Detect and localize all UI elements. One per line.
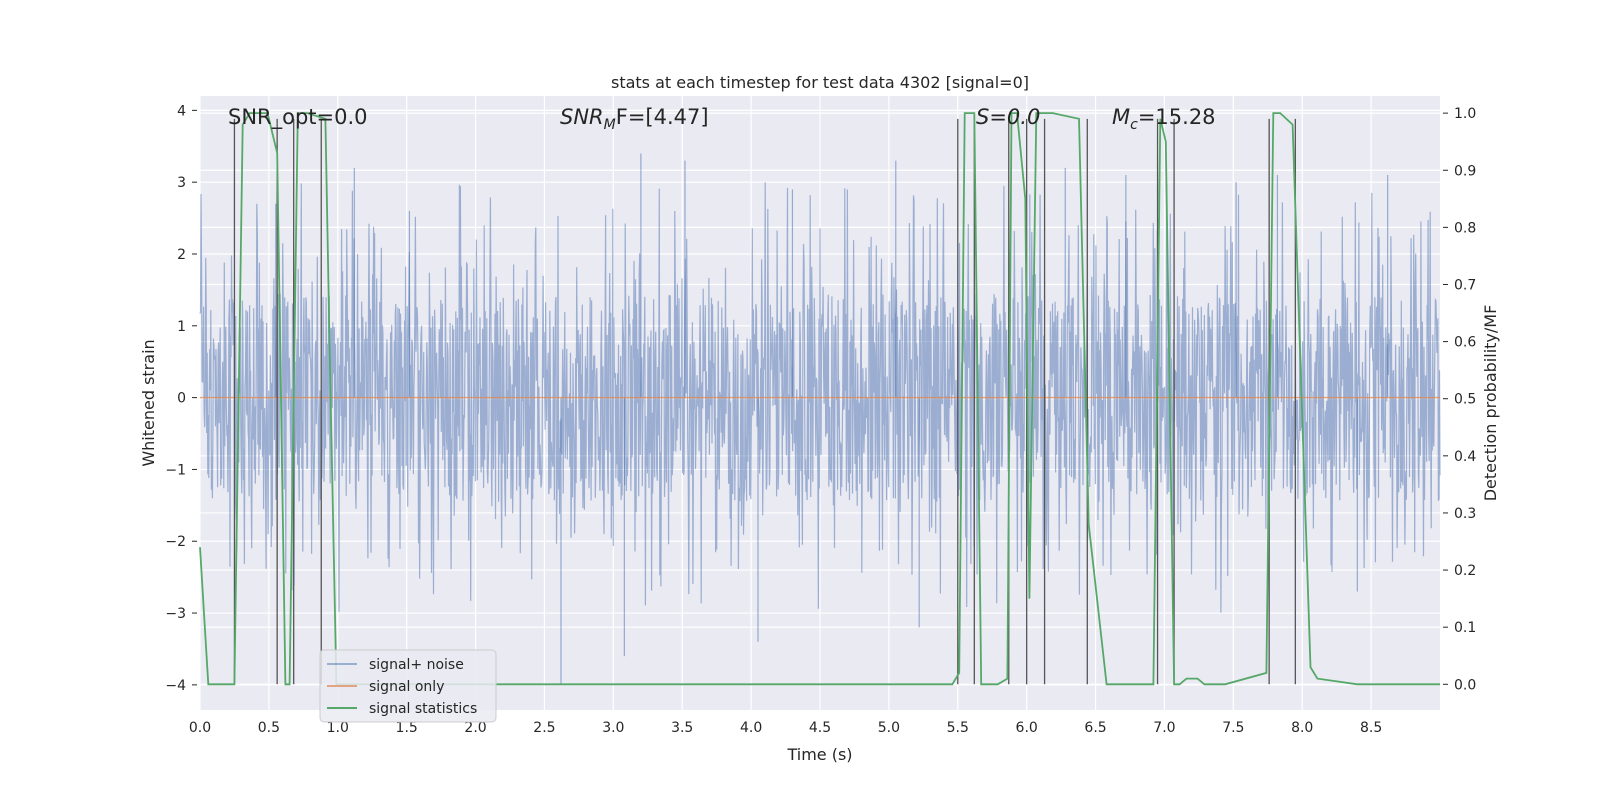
x-tick-4: 2.0 <box>464 720 486 736</box>
noise-line <box>199 182 1441 613</box>
signal-statistics-line <box>199 112 1440 686</box>
annotation-snr-mf-sub: M <box>604 117 616 133</box>
annotation-snr-mf: SNRMF=[4.47] <box>560 105 709 133</box>
annotation-mc-sub: c <box>1130 117 1138 133</box>
x-tick-14: 7.0 <box>1153 720 1175 736</box>
y-tick-2: 2 <box>177 247 186 263</box>
y-tick-3: 1 <box>177 319 186 335</box>
x-tick-7: 3.5 <box>671 720 693 736</box>
x-tick-15: 7.5 <box>1222 720 1244 736</box>
y-tick-4: 0 <box>177 391 186 407</box>
x-tick-9: 4.5 <box>809 720 831 736</box>
y-right-tick-labels: 1.0 0.9 0.8 0.7 0.6 0.5 0.4 0.3 0.2 0.1 0.0 <box>1443 106 1476 693</box>
legend-box <box>319 649 497 723</box>
y-tick-0: 4 <box>177 103 186 119</box>
y-tick-1: 3 <box>177 175 186 191</box>
y-tick-6: −2 <box>165 534 186 550</box>
x-tick-10: 5.0 <box>878 720 900 736</box>
x-tick-0: 0.0 <box>189 720 211 736</box>
annotation-snr-mf-main: SNR <box>560 105 604 129</box>
y-right-tick-7: 0.3 <box>1454 506 1476 522</box>
y-right-axis-label: Detection probability/MF <box>1481 305 1500 502</box>
y-right-tick-1: 0.9 <box>1454 163 1476 179</box>
legend: signal+ noise signal only signal statist… <box>319 649 497 723</box>
legend-label-stats: signal statistics <box>369 701 477 717</box>
annotation-snr-mf-rest: F=[4.47] <box>616 105 709 129</box>
y-right-tick-6: 0.4 <box>1454 449 1476 465</box>
x-tick-12: 6.0 <box>1016 720 1038 736</box>
x-tick-17: 8.5 <box>1360 720 1382 736</box>
x-tick-8: 4.0 <box>740 720 762 736</box>
x-tick-5: 2.5 <box>533 720 555 736</box>
annotation-mc-rest: =15.28 <box>1138 105 1216 129</box>
y-right-tick-8: 0.2 <box>1454 563 1476 579</box>
signal-statistics-series <box>199 112 1440 686</box>
x-tick-6: 3.0 <box>602 720 624 736</box>
x-tick-16: 8.0 <box>1291 720 1313 736</box>
x-tick-11: 5.5 <box>947 720 969 736</box>
x-tick-1: 0.5 <box>258 720 280 736</box>
annotation-mc-main: M <box>1112 105 1130 129</box>
annotation-s: S=0.0 <box>976 105 1040 129</box>
detection-markers <box>233 118 1296 685</box>
y-right-tick-5: 0.5 <box>1454 392 1476 408</box>
y-tick-8: −4 <box>165 678 186 694</box>
y-right-tick-10: 0.0 <box>1454 677 1476 693</box>
x-axis-label: Time (s) <box>786 745 852 764</box>
x-tick-labels: 0.0 0.5 1.0 1.5 2.0 2.5 3.0 3.5 4.0 4.5 5.0 5.5 6.0 6… <box>189 720 1382 736</box>
y-right-tick-9: 0.1 <box>1454 620 1476 636</box>
x-tick-13: 6.5 <box>1084 720 1106 736</box>
x-tick-2: 1.0 <box>327 720 349 736</box>
chart-title: stats at each timestep for test data 430… <box>611 73 1029 92</box>
legend-label-signal: signal only <box>369 679 444 695</box>
x-tick-3: 1.5 <box>396 720 418 736</box>
y-tick-7: −3 <box>165 606 186 622</box>
y-tick-labels: 4 3 2 1 0 −1 −2 −3 −4 <box>165 103 197 694</box>
y-right-tick-2: 0.8 <box>1454 220 1476 236</box>
y-right-tick-0: 1.0 <box>1454 106 1476 122</box>
y-axis-label: Whitened strain <box>139 339 158 466</box>
y-right-tick-3: 0.7 <box>1454 277 1476 293</box>
y-right-tick-4: 0.6 <box>1454 335 1476 351</box>
legend-label-noise: signal+ noise <box>369 657 464 673</box>
noise-series <box>199 153 1441 685</box>
annotation-snr-opt: SNR_opt=0.0 <box>228 105 368 130</box>
annotation-mc: Mc=15.28 <box>1112 105 1216 133</box>
y-tick-5: −1 <box>165 462 186 478</box>
